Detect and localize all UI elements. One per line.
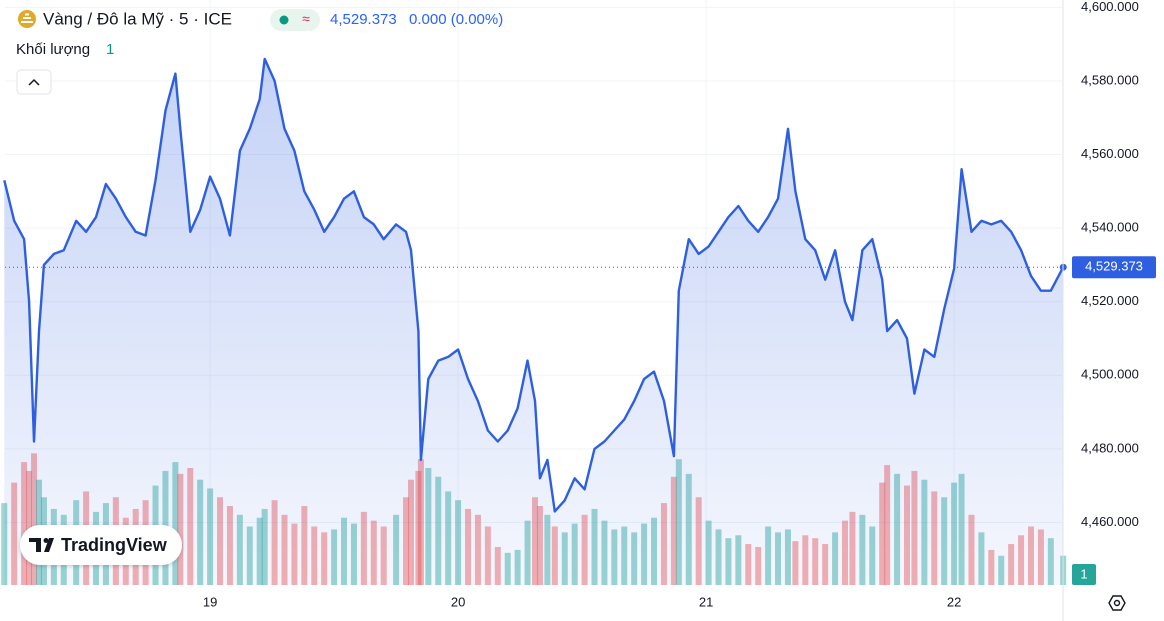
symbol-title: Vàng / Đô la Mỹ · 5 · ICE [43,9,232,28]
brand-name: TradingView [61,535,168,555]
quote-price: 4,529.373 [330,11,397,28]
x-tick-label: 22 [947,594,961,609]
last-price-tag [1072,256,1156,279]
y-tick-label: 4,540.000 [1081,220,1139,235]
price-line [3,57,1065,513]
y-tick-label: 4,460.000 [1081,514,1139,529]
volume-bar [1,503,8,585]
brand-box [20,525,182,565]
settings-hex [1108,595,1126,611]
x-tick-label: 21 [699,594,713,609]
quote-change: 0.000 (0.00%) [409,11,503,28]
settings-dot [1113,599,1121,607]
y-tick-label: 4,500.000 [1081,367,1139,382]
price-area [4,58,1064,585]
volume-tag [1072,564,1096,585]
axes: 4,460.000 4,480.000 4,500.000 4,520.000 4,54… [203,0,1156,621]
settings-icon[interactable] [1108,595,1126,611]
status-pill[interactable] [270,9,320,31]
collapse-button[interactable] [16,69,52,95]
symbol-icon-glyph [21,13,33,23]
price-layer [3,57,1067,585]
brand-mark-dot [43,538,49,543]
y-tick-label: 4,560.000 [1081,146,1139,161]
collapse-icon [28,78,40,86]
last-price-label: 4,529.373 [1085,259,1143,274]
volume-value: 1 [106,41,114,58]
x-tick-label: 19 [203,594,217,609]
y-tick-label: 4,480.000 [1081,440,1139,455]
y-tick-label: 4,580.000 [1081,72,1139,87]
delayed-icon: ≈ [302,11,310,27]
brand-logo: TradingView [20,525,182,565]
header: Vàng / Đô la Mỹ · 5 · ICE ≈ 4,529.373 0.… [16,9,503,95]
volume-title: Khối lượng [16,41,90,58]
volume-tag-label: 1 [1080,566,1087,581]
x-tick-label: 20 [451,594,465,609]
y-tick-label: 4,600.000 [1081,0,1139,14]
y-tick-label: 4,520.000 [1081,293,1139,308]
market-open-dot [279,15,289,25]
